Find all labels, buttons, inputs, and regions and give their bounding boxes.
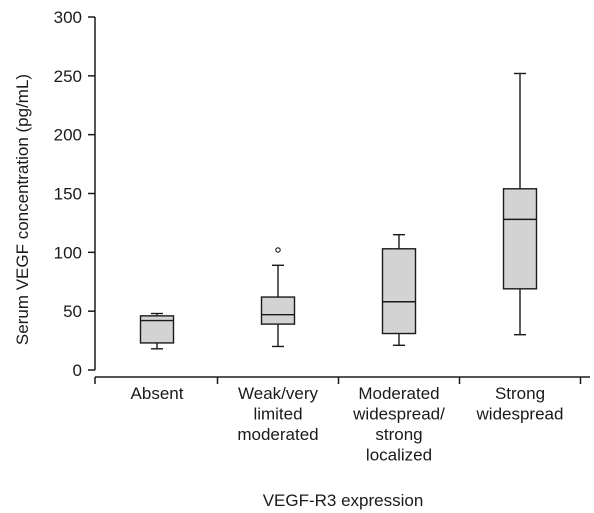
y-tick-label: 0 [73, 361, 82, 380]
iqr-box [260, 296, 296, 325]
y-tick-label: 100 [54, 243, 82, 262]
outlier-point [275, 247, 281, 253]
x-category-label: Strong widespread [476, 384, 564, 424]
x-labels: Absent Weak/very limited moderated Moderated… [131, 384, 564, 465]
box-4 [502, 72, 538, 336]
box-3 [381, 233, 417, 346]
x-category-label: Moderated widespread/strong localized [352, 384, 445, 465]
x-axis-title: VEGF-R3 expression [263, 491, 424, 510]
iqr-box [502, 188, 538, 290]
y-tick-label: 200 [54, 126, 82, 145]
iqr-box [381, 248, 417, 335]
y-axis-title-group: Serum VEGF concentration (pg/mL) [13, 74, 32, 345]
y-ticks: 0 50 100 150 200 250 300 [54, 8, 95, 380]
y-axis-title: Serum VEGF concentration (pg/mL) [13, 74, 32, 345]
y-tick-label: 300 [54, 8, 82, 27]
box-2 [260, 247, 296, 348]
y-tick-label: 50 [63, 302, 82, 321]
y-tick-label: 250 [54, 67, 82, 86]
y-tick-label: 150 [54, 185, 82, 204]
box-1 [139, 312, 175, 350]
boxes [139, 72, 538, 350]
x-axis-title-group: VEGF-R3 expression [263, 491, 424, 510]
x-category-label: Absent [131, 384, 184, 403]
x-category-label: Weak/very limited moderated [237, 384, 318, 444]
